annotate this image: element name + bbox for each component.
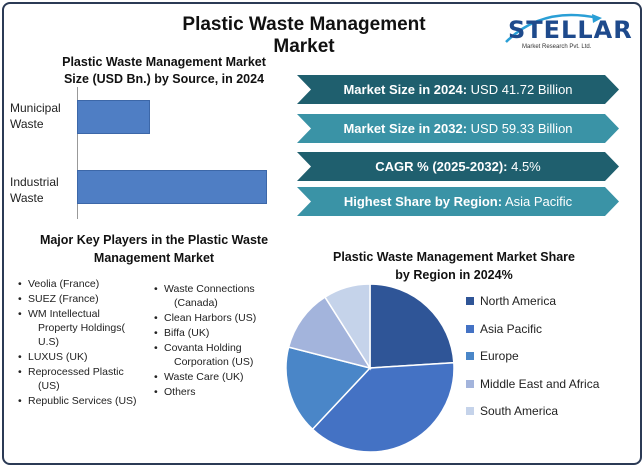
bar-label-line: Municipal (10, 101, 61, 115)
stat-cagr: CAGR % (2025-2032): 4.5% (297, 152, 619, 181)
stellar-logo: STELLAR Market Research Pvt. Ltd. (502, 12, 632, 58)
stat-text: Market Size in 2032: USD 59.33 Billion (297, 114, 619, 143)
legend-swatch (466, 352, 474, 360)
stat-label: Market Size in 2032: (343, 121, 468, 136)
stat-text: Highest Share by Region: Asia Pacific (297, 187, 619, 216)
bar-chart-title-line2: Size (USD Bn.) by Source, in 2024 (63, 72, 265, 86)
player-item: Clean Harbors (US) (154, 311, 294, 325)
players-title: Major Key Players in the Plastic Waste M… (24, 231, 284, 267)
player-item-line: Others (164, 386, 196, 398)
pie-title-line2: by Region in 2024% (395, 268, 513, 282)
pie-slice-asia-pacific (311, 361, 455, 453)
stat-label: Market Size in 2024: (343, 82, 468, 97)
stat-arrow-shape (297, 152, 619, 181)
player-item: Republic Services (US) (18, 394, 158, 408)
player-item-line: Veolia (France) (28, 278, 100, 290)
stat-market-size-2032: Market Size in 2032: USD 59.33 Billion (297, 114, 619, 143)
legend-swatch (466, 324, 474, 333)
player-item: Others (154, 385, 294, 399)
stat-label: CAGR % (2025-2032): (375, 159, 508, 174)
bar-industrial-waste (77, 170, 267, 204)
stat-text: Market Size in 2024: USD 41.72 Billion (297, 75, 619, 104)
pie-slice-europe (285, 346, 372, 431)
player-item: SUEZ (France) (18, 292, 158, 306)
bar-chart-title: Plastic Waste Management Market Size (US… (34, 54, 294, 88)
player-item-line: Corporation (US) (174, 356, 254, 368)
stat-text: CAGR % (2025-2032): 4.5% (297, 152, 619, 181)
bar-label-municipal: Municipal Waste (10, 100, 61, 132)
legend-label: Middle East and Africa (480, 376, 600, 391)
player-item-line: Reprocessed Plastic (28, 366, 124, 378)
pie-chart (285, 283, 455, 453)
pie-slice-middle-east-and-africa (287, 296, 372, 370)
pie-title-line1: Plastic Waste Management Market Share (333, 250, 575, 264)
players-list-left: Veolia (France) SUEZ (France) WM Intellect… (18, 277, 158, 409)
page-title: Plastic Waste Management Market (182, 14, 426, 57)
stat-value: Asia Pacific (502, 194, 573, 209)
player-item-line: WM Intellectual (28, 308, 100, 320)
stat-value: USD 41.72 Billion (467, 82, 573, 97)
legend-swatch (466, 407, 474, 415)
player-item: Veolia (France) (18, 277, 158, 291)
logo-wordmark: STELLAR (508, 16, 633, 44)
stat-arrow-shape (297, 75, 619, 104)
player-item-line: Property Holdings( (38, 322, 125, 334)
pie-slice-south-america (323, 283, 371, 371)
players-title-line2: Management Market (93, 251, 215, 265)
player-item-line: Waste Care (UK) (164, 371, 244, 383)
legend-label: Europe (480, 349, 519, 363)
legend-label: South America (480, 404, 559, 418)
stat-highest-share: Highest Share by Region: Asia Pacific (297, 187, 619, 216)
legend-label: Asia Pacific (480, 321, 543, 336)
player-item: WM Intellectual Property Holdings( U.S) (18, 307, 158, 349)
stat-arrow-shape (297, 114, 619, 143)
player-item-line: U.S) (38, 336, 59, 348)
bar-label-line: Industrial (10, 175, 59, 189)
logo-swoosh-icon (505, 13, 602, 43)
stat-value: 4.5% (507, 159, 541, 174)
pie-chart-title: Plastic Waste Management Market Share by… (304, 248, 604, 284)
players-list-right: Waste Connections (Canada) Clean Harbors (… (154, 282, 294, 400)
bar-label-line: Waste (10, 191, 44, 205)
players-title-line1: Major Key Players in the Plastic Waste (39, 233, 269, 247)
bar-municipal-waste (77, 100, 150, 134)
player-item-line: Biffa (UK) (164, 327, 210, 339)
player-item-line: Covanta Holding (164, 342, 242, 354)
stat-label: Highest Share by Region: (343, 194, 503, 209)
logo-subtitle: Market Research Pvt. Ltd. (522, 44, 592, 50)
player-item: Biffa (UK) (154, 326, 294, 340)
player-item: Waste Connections (Canada) (154, 282, 294, 310)
player-item-line: LUXUS (UK) (28, 351, 88, 363)
player-item: Covanta Holding Corporation (US) (154, 341, 294, 369)
player-item-line: SUEZ (France) (28, 293, 99, 305)
legend-swatch (466, 297, 474, 305)
bar-chart-title-line1: Plastic Waste Management Market (62, 55, 266, 69)
player-item-line: Clean Harbors (US) (164, 312, 257, 324)
player-item: Waste Care (UK) (154, 370, 294, 384)
legend-label: North America (480, 294, 557, 308)
player-item-line: Republic Services (US) (28, 395, 137, 407)
bar-label-line: Waste (10, 117, 44, 131)
player-item: LUXUS (UK) (18, 350, 158, 364)
player-item-line: (Canada) (174, 297, 218, 309)
stat-value: USD 59.33 Billion (467, 121, 573, 136)
stat-market-size-2024: Market Size in 2024: USD 41.72 Billion (297, 75, 619, 104)
legend-swatch (466, 379, 474, 388)
player-item-line: (US) (38, 380, 60, 392)
stat-arrow-shape (297, 187, 619, 216)
bar-axis-line (77, 87, 78, 219)
player-item-line: Waste Connections (164, 283, 255, 295)
bar-label-industrial: Industrial Waste (10, 174, 59, 206)
player-item: Reprocessed Plastic (US) (18, 365, 158, 393)
pie-slice-north-america (369, 283, 455, 369)
